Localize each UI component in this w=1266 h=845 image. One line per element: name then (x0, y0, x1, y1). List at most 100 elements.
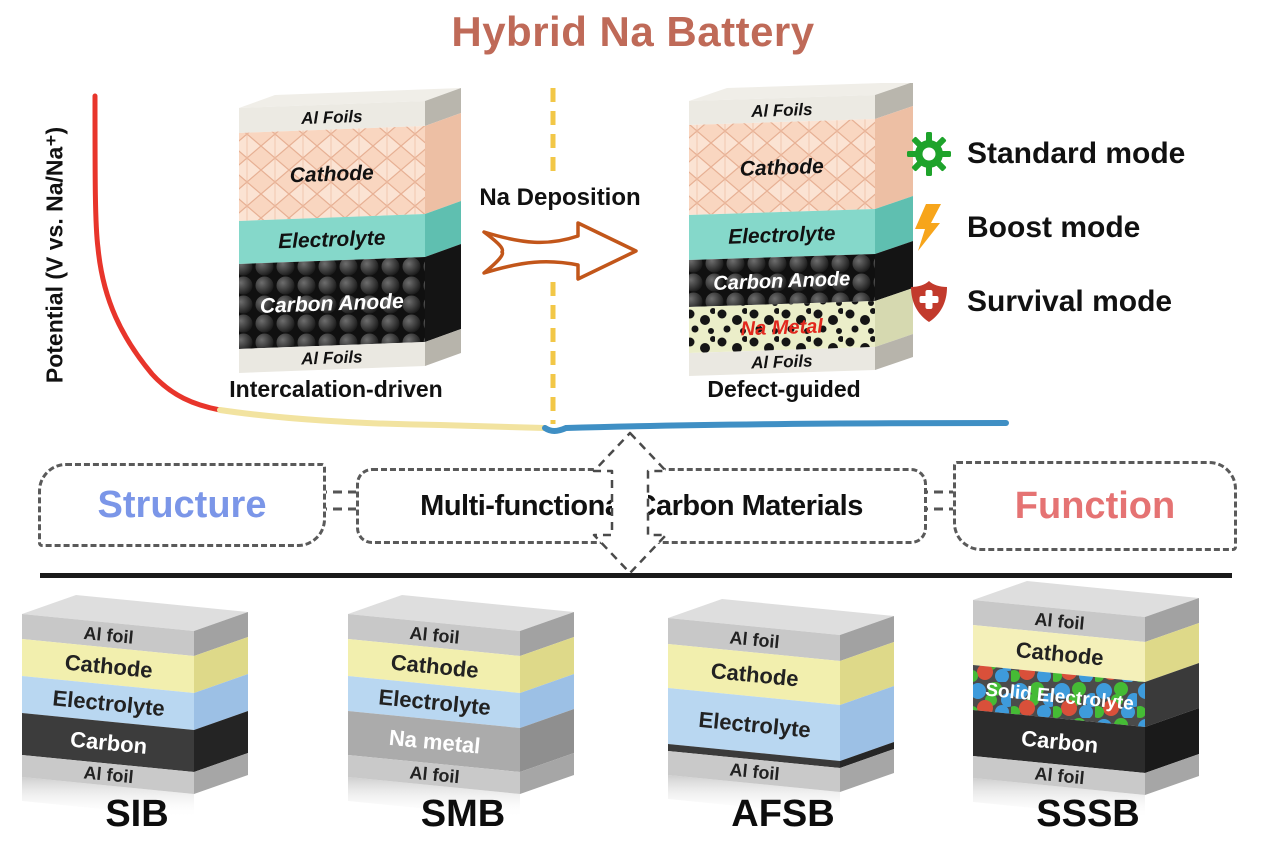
layer-side-face (1145, 708, 1199, 773)
function-box: Function (953, 461, 1237, 551)
layer-side-face (520, 674, 574, 728)
layer-front-face (668, 618, 840, 661)
na-deposition-label: Na Deposition (479, 184, 641, 211)
layer-side-face (875, 196, 913, 254)
defect-guided-battery-stack: Al Foils Cathode Electrolyte Carbon Anode Na… (689, 83, 913, 376)
left-stack-caption: Intercalation-driven (229, 376, 443, 402)
layer-side-face (840, 742, 894, 768)
layer-side-face (520, 612, 574, 656)
lightning-icon (905, 204, 953, 252)
layer-front-face (689, 301, 875, 353)
stack-top-face (348, 595, 574, 631)
layer-label: Al Foils (300, 107, 363, 128)
layer-front-face (22, 614, 194, 656)
layer-front-face (668, 644, 840, 705)
layer-label: Al Foils (750, 351, 813, 372)
layer-front-face (348, 614, 520, 656)
layer-label: Al foil (1034, 609, 1086, 634)
curve-segment-blue (542, 420, 1009, 434)
layer-side-face (194, 674, 248, 730)
layer-front-face (22, 755, 194, 794)
layer-side-face (840, 749, 894, 792)
stack-name-sssb: SSSB (1036, 793, 1140, 835)
layer-side-face (425, 88, 461, 126)
stack-reflection (973, 778, 1145, 819)
layer-side-face (520, 753, 574, 794)
layer-front-face (668, 688, 840, 761)
layer-front-face (348, 711, 520, 772)
layer-front-face (689, 254, 875, 307)
layer-label: Na Metal (740, 316, 823, 341)
arrow-outline (482, 221, 638, 281)
layer-front-face (689, 119, 875, 215)
layer-front-face (973, 665, 1145, 727)
intercalation-battery-stack: Al Foils Cathode Electrolyte Carbon Anode Al… (239, 88, 461, 373)
layer-front-face (973, 600, 1145, 642)
layer-side-face (840, 616, 894, 661)
layer-label: Al foil (729, 759, 781, 784)
layer-front-face (239, 101, 425, 133)
layer-label: Electrolyte (278, 226, 386, 253)
layer-side-face (1145, 598, 1199, 642)
double-arrow-icon (592, 431, 668, 575)
layer-label: Al foil (409, 762, 461, 787)
stack-top-face (668, 599, 894, 635)
stack-top-face (239, 88, 461, 108)
layer-front-face (668, 744, 840, 768)
layer-front-face (22, 713, 194, 772)
layer-side-face (425, 244, 461, 342)
page-title: Hybrid Na Battery (451, 8, 815, 55)
curve-segment-yellow (217, 407, 548, 431)
function-label: Function (1014, 484, 1176, 527)
layer-side-face (425, 201, 461, 257)
layer-front-face (22, 676, 194, 730)
stack-name-afsb: AFSB (731, 793, 835, 835)
stack-reflection (22, 777, 194, 818)
layer-front-face (348, 755, 520, 794)
na-deposition-arrow-icon (482, 221, 638, 281)
layer-label: Al Foils (300, 347, 363, 368)
stack-top-face (22, 595, 248, 631)
layer-front-face (689, 347, 875, 376)
layer-side-face (520, 709, 574, 772)
layer-label: Al foil (83, 623, 135, 648)
structure-label: Structure (97, 483, 267, 526)
layer-label: Carbon Anode (259, 290, 404, 318)
layer-side-face (875, 241, 913, 301)
layer-label: Carbon Anode (713, 268, 851, 295)
mode-legend: Standard mode Boost mode Survival mode (905, 130, 1185, 326)
curve-segment-red (92, 93, 223, 413)
layer-side-face (840, 642, 894, 705)
layer-side-face (840, 686, 894, 761)
layer-front-face (689, 209, 875, 260)
layer-front-face (668, 751, 840, 792)
legend-row-boost: Boost mode (905, 204, 1185, 252)
layer-front-face (973, 625, 1145, 682)
layer-side-face (1145, 754, 1199, 795)
stack-top-face (689, 83, 911, 101)
layer-front-face (22, 639, 194, 693)
layer-front-face (239, 342, 425, 373)
stack-reflection (348, 777, 520, 818)
legend-row-survival: Survival mode (905, 278, 1185, 326)
layer-label: Cathode (739, 155, 824, 181)
legend-row-standard: Standard mode (905, 130, 1185, 178)
layer-front-face (348, 676, 520, 728)
legend-label-standard: Standard mode (967, 137, 1186, 170)
layer-side-face (875, 83, 913, 119)
layer-side-face (875, 106, 913, 209)
gear-icon (905, 130, 953, 178)
structure-box: Structure (38, 463, 326, 547)
layer-front-face (239, 257, 425, 349)
layer-front-face (973, 710, 1145, 773)
layer-side-face (875, 288, 913, 347)
layer-side-face (194, 637, 248, 693)
layer-side-face (194, 612, 248, 656)
layer-label: Al foil (729, 627, 781, 652)
